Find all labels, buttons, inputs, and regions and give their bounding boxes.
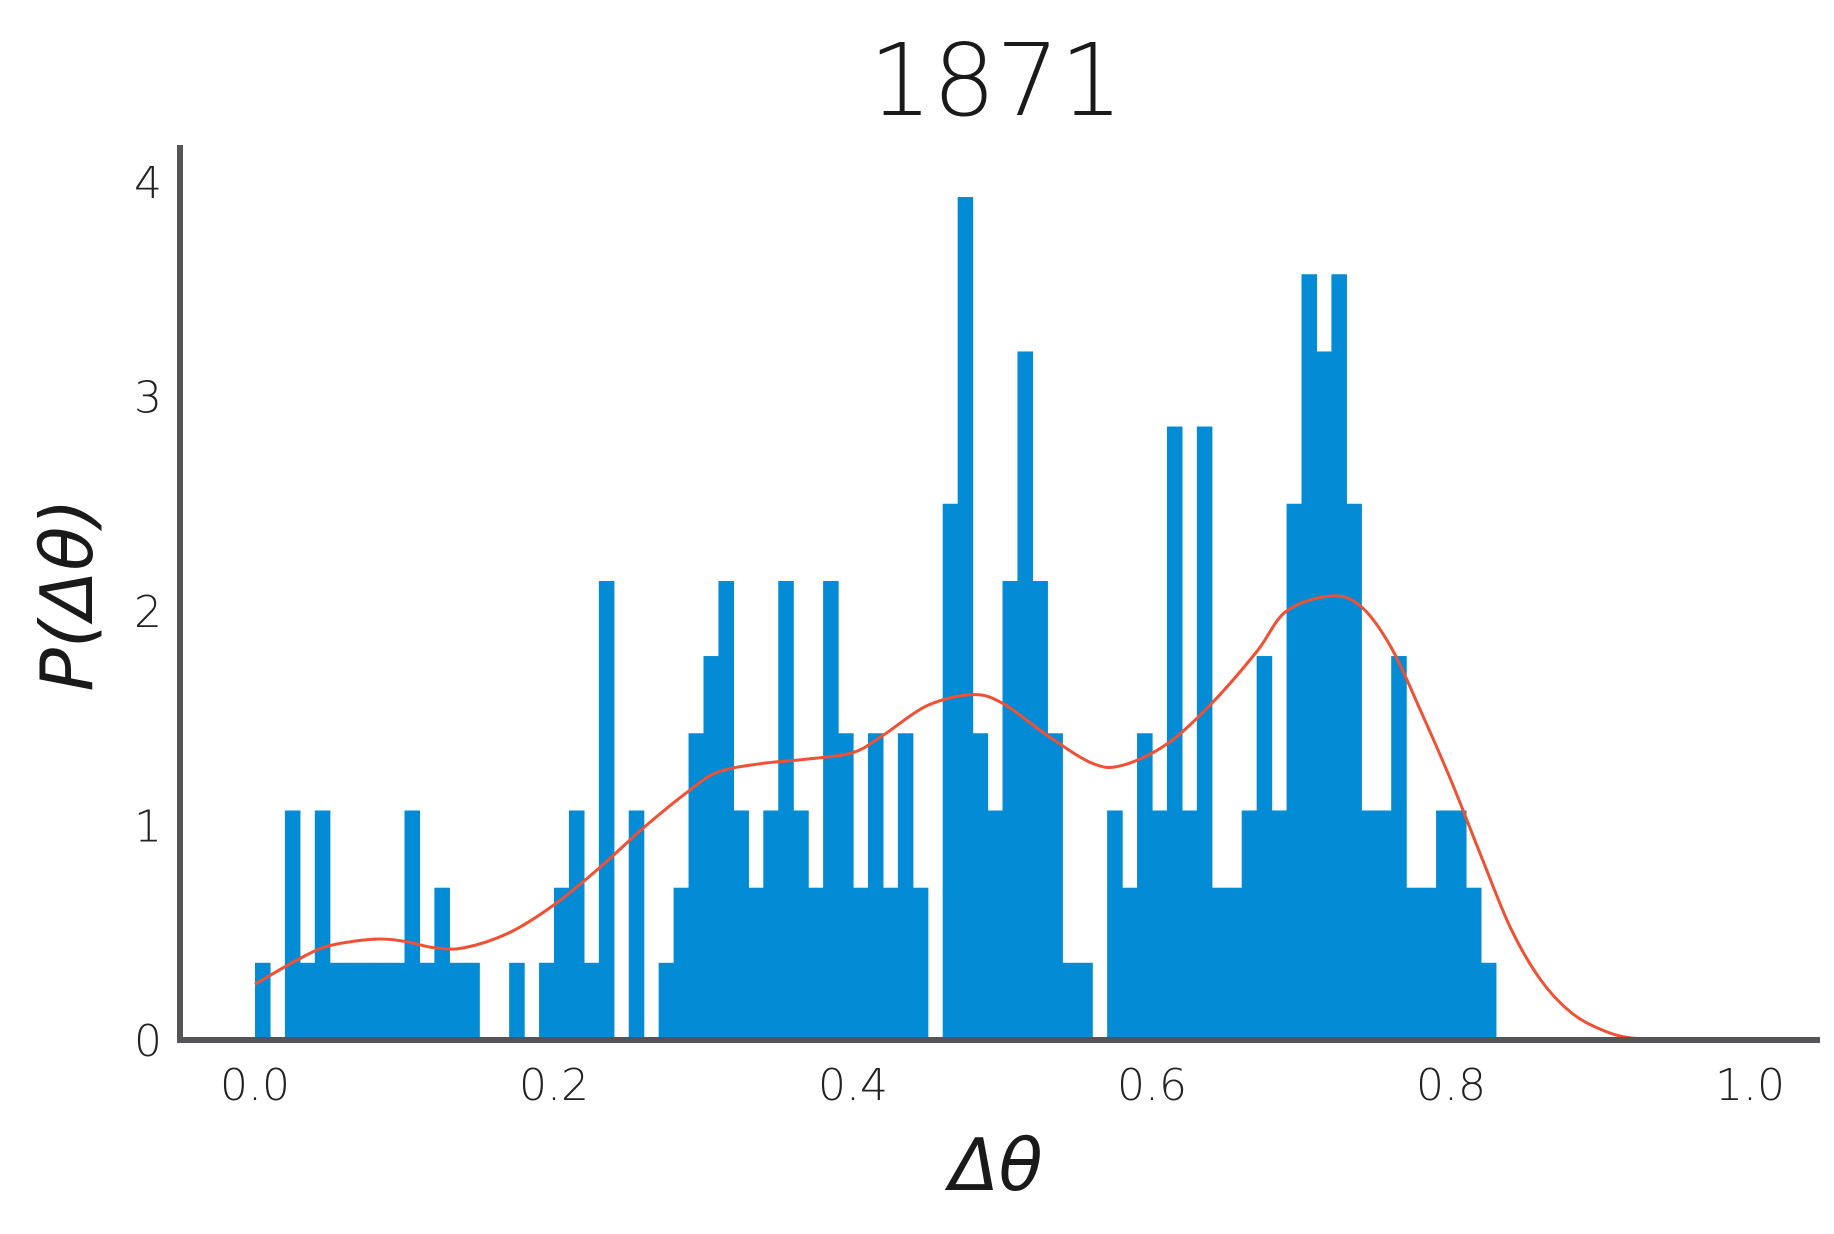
histogram-bar [1241,810,1258,1040]
histogram-bar [718,580,734,1040]
histogram-bar [1316,351,1332,1041]
histogram-bar [255,962,271,1040]
histogram-bar [778,580,794,1040]
histogram-bar [957,197,974,1040]
histogram-bar [598,580,615,1040]
x-tick-label: 0.0 [220,1060,290,1111]
histogram-bar [1047,733,1063,1040]
histogram-bar [748,887,764,1040]
histogram-bar [1391,656,1407,1040]
histogram-bar [509,962,525,1040]
histogram-bar [882,887,899,1040]
histogram-bar [329,962,346,1040]
histogram-bar [942,503,959,1040]
histogram-bar [628,810,645,1040]
histogram-bar [793,810,809,1040]
histogram-bar [554,887,570,1040]
histogram-bar [449,962,465,1040]
histogram-bar [1271,810,1288,1040]
kde-curve [254,594,1706,1042]
histogram-bar [688,733,705,1040]
histogram-bar [1346,503,1362,1040]
histogram-bar [1226,887,1243,1040]
histogram-bar [1152,810,1168,1040]
histogram-bar [464,962,480,1040]
histogram-bar [1480,962,1497,1040]
histogram-bar [987,810,1004,1040]
y-axis-title: P(Δθ) [25,499,109,692]
histogram-bar [404,810,421,1040]
histogram-bar [1361,810,1377,1040]
y-tick-label: 0 [134,1016,162,1067]
histogram-bar [1331,274,1347,1040]
histogram-bar [912,887,929,1040]
histogram-bar [867,733,884,1040]
bars-group [255,197,1497,1041]
histogram-bar [359,962,376,1040]
y-tick-label: 3 [134,373,162,424]
histogram-bar [1465,887,1482,1040]
histogram-bar [1451,810,1467,1040]
histogram-bar [1211,887,1228,1040]
histogram-bar [1122,887,1138,1040]
histogram-bar [1107,810,1123,1040]
x-tick-label: 0.2 [519,1060,589,1111]
histogram-bar [1301,274,1318,1040]
histogram-bar [284,810,301,1040]
histogram-bar [733,810,749,1040]
histogram-bar [1137,733,1153,1040]
histogram-bar [703,656,720,1040]
histogram-bar [673,887,690,1040]
histogram-bar [972,733,989,1040]
chart-title: 1871 [869,22,1124,139]
histogram-bar [1196,426,1213,1040]
x-tick-label: 0.4 [818,1060,888,1111]
histogram-bar [568,810,585,1040]
histogram-bar [808,887,824,1040]
histogram-bar [823,580,839,1040]
histogram-bar [583,962,600,1040]
y-tick-label: 4 [134,158,162,209]
histogram-bar [1166,426,1183,1040]
y-tick-label: 1 [134,802,162,853]
histogram-bar [389,962,406,1040]
histogram-bar [1032,580,1048,1040]
histogram-bar [539,962,555,1040]
x-tick-label: 0.8 [1416,1060,1486,1111]
y-tick-label: 2 [134,587,162,638]
histogram-bar [897,733,914,1040]
histogram-bar [1256,656,1273,1040]
histogram-bar [838,733,854,1040]
histogram-bar [419,962,435,1040]
histogram-bar [1017,351,1033,1041]
histogram-bar [1181,810,1198,1040]
y-tick-labels: 0 1 2 3 4 [134,158,162,1067]
histogram-bar [344,962,361,1040]
histogram-bar [1421,887,1437,1040]
histogram-bar [314,810,331,1040]
histogram-bar [299,962,316,1040]
histogram-bar [853,887,869,1040]
histogram-bar [1376,810,1392,1040]
histogram-bar [1286,503,1303,1040]
histogram-bar [434,887,450,1040]
x-tick-label: 0.6 [1117,1060,1187,1111]
histogram-bar [374,962,391,1040]
histogram-bar [1436,810,1452,1040]
x-axis-title: Δθ [944,1123,1042,1207]
histogram-bar [1062,962,1078,1040]
histogram-bar [1002,580,1019,1040]
histogram-bar [763,810,779,1040]
histogram-bar [1077,962,1093,1040]
axes-group [177,145,1820,1043]
x-tick-labels: 0.0 0.2 0.4 0.6 0.8 1.0 [220,1060,1785,1111]
x-tick-label: 1.0 [1715,1060,1785,1111]
histogram-bar [658,962,675,1040]
histogram-bar [1406,887,1422,1040]
